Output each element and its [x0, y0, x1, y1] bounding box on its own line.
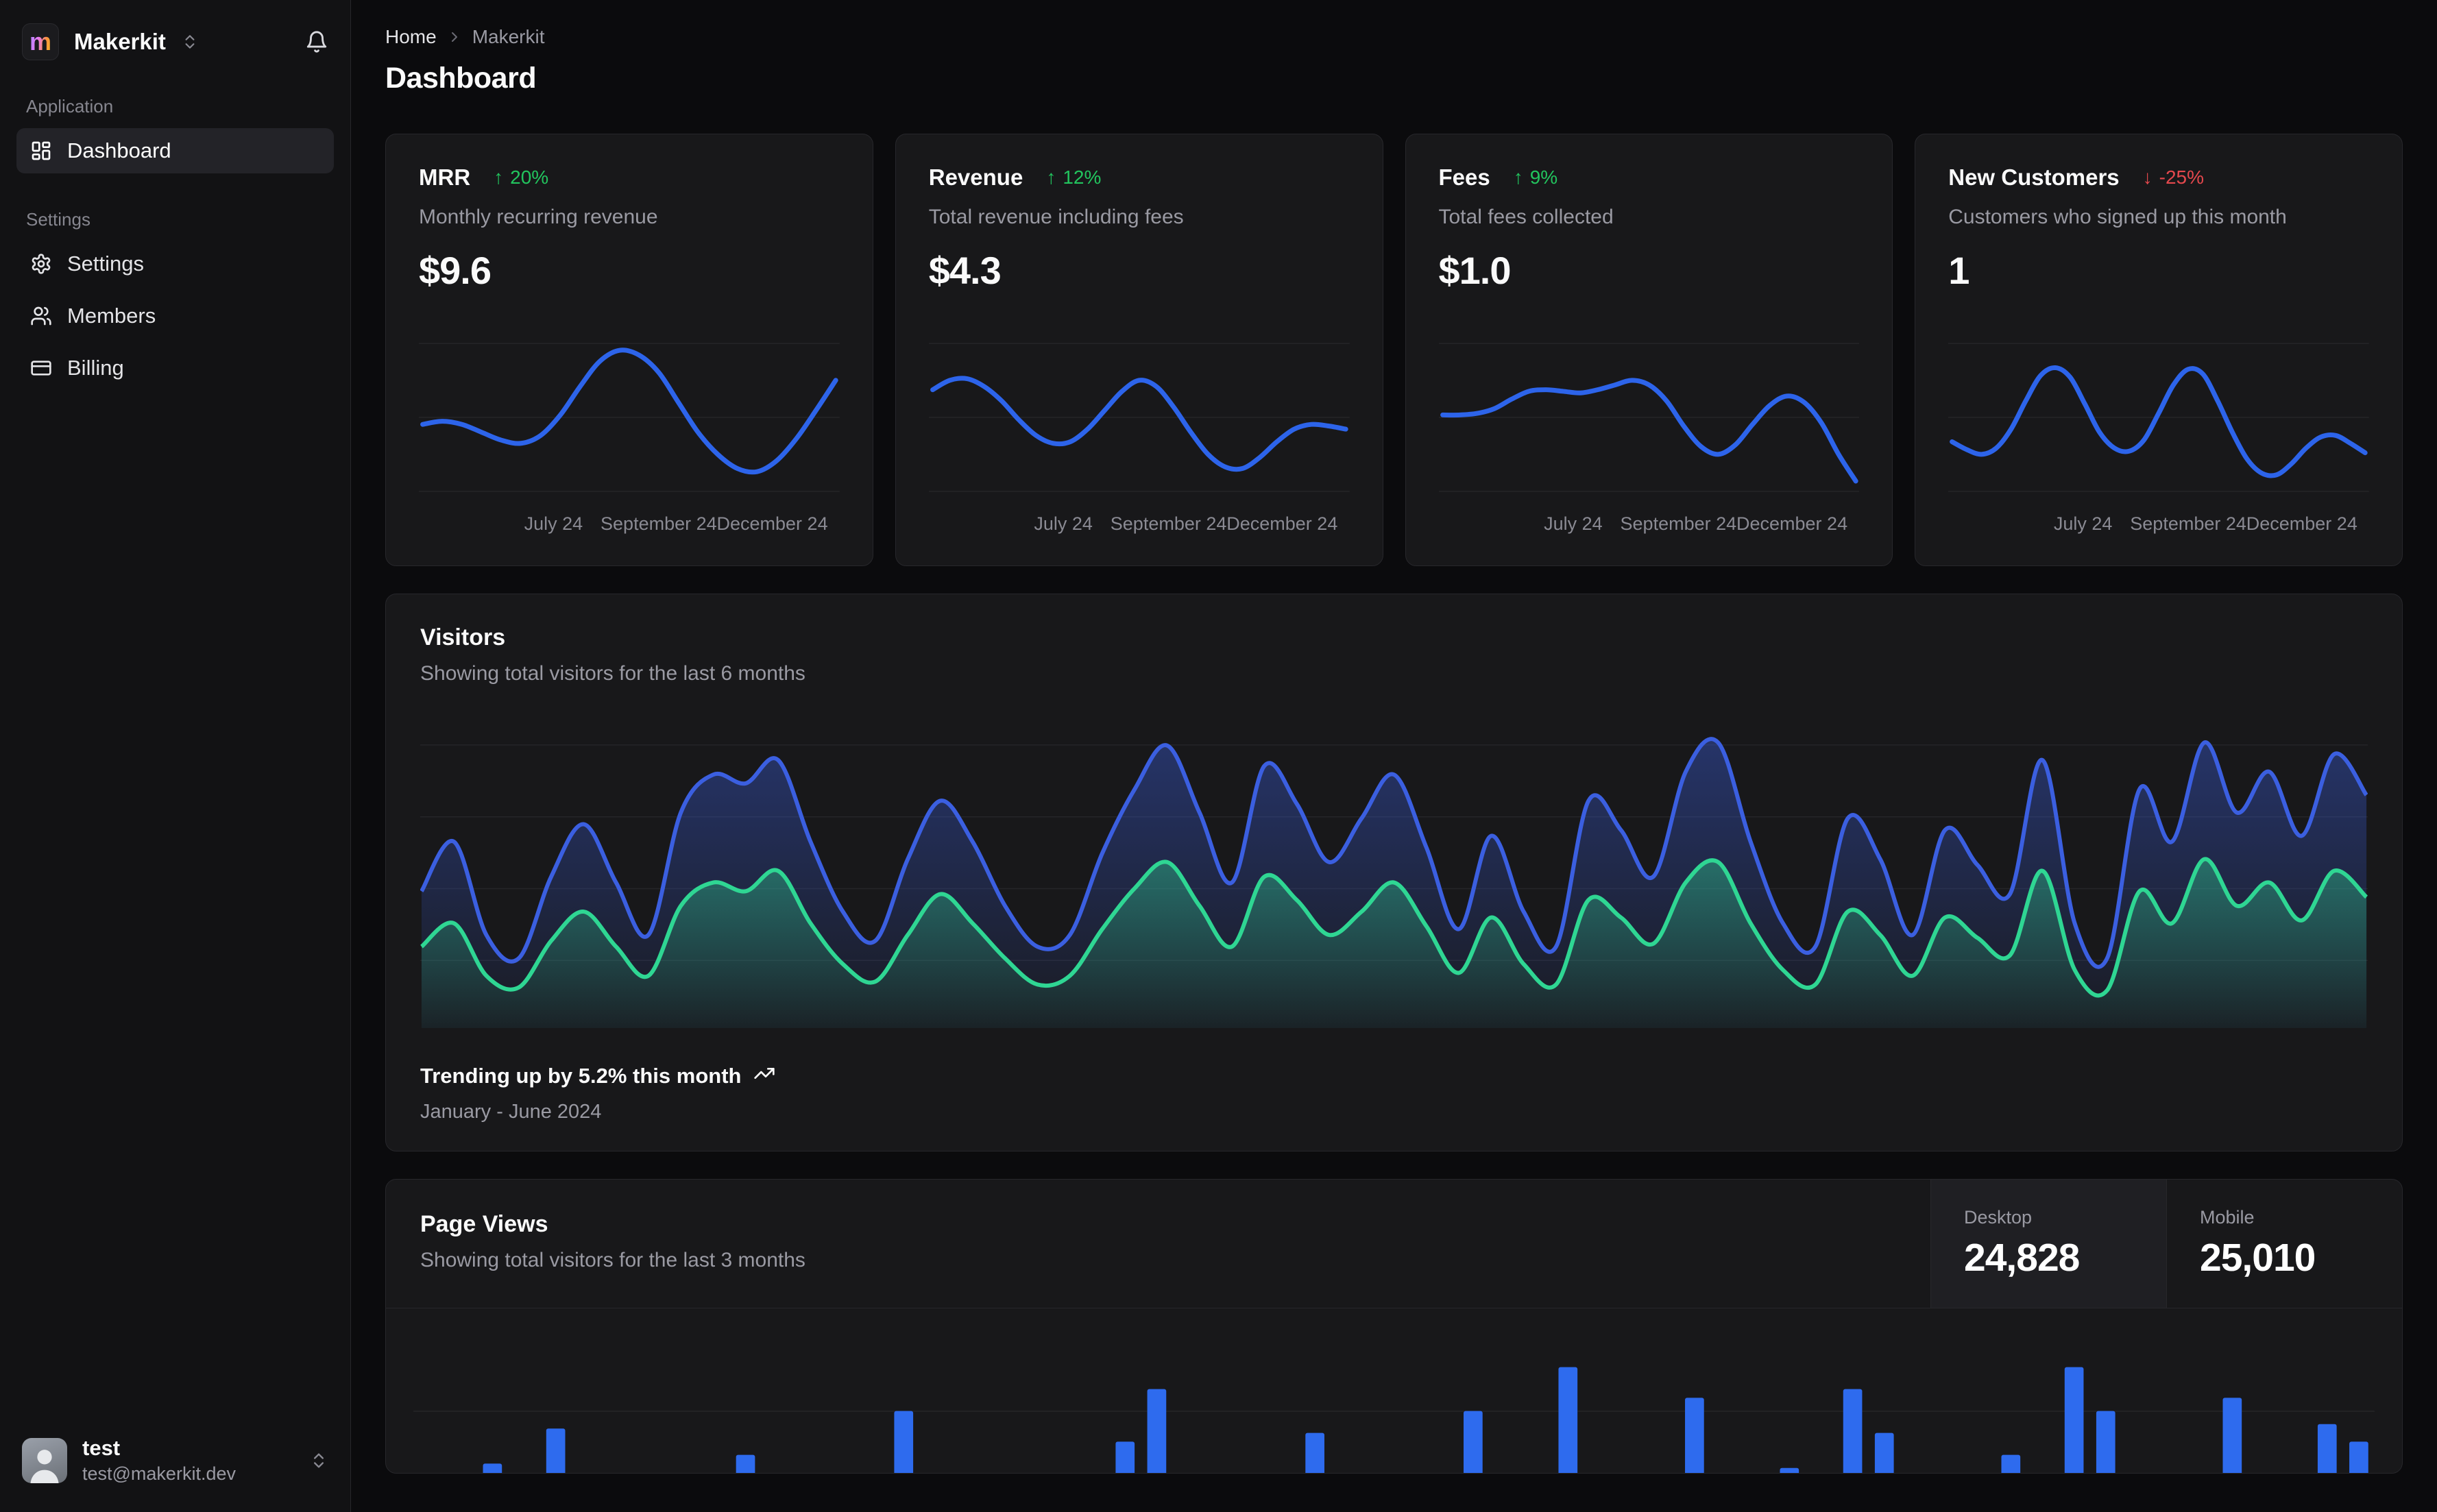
trending-up-icon [753, 1062, 775, 1090]
trend-badge: ↑ 20% [494, 167, 548, 188]
mobile-value: 25,010 [2200, 1236, 2316, 1280]
stat-card-mrr: MRR ↑ 20% Monthly recurring revenue $9.6… [385, 134, 873, 566]
visitors-period: January - June 2024 [420, 1101, 602, 1123]
x-tick: September 24 [601, 513, 717, 534]
workspace-header: m Makerkit [16, 19, 334, 67]
user-name: test [82, 1436, 121, 1461]
bell-icon[interactable] [305, 30, 328, 53]
section-label-application: Application [26, 96, 114, 117]
sidebar-item-billing[interactable]: Billing [16, 345, 334, 391]
x-tick: December 24 [1736, 513, 1848, 534]
trend-badge: ↑ 12% [1046, 167, 1101, 188]
stat-title: New Customers [1948, 164, 2120, 190]
page-views-bar-chart [386, 1308, 2402, 1473]
stat-card-fees: Fees ↑ 9% Total fees collected $1.0 July… [1405, 134, 1893, 566]
trend-value: 12% [1063, 167, 1102, 188]
trend-value: 9% [1529, 167, 1558, 188]
stat-title: Revenue [928, 164, 1023, 190]
user-info: test test@makerkit.dev [82, 1435, 236, 1486]
page-views-card: Page Views Showing total visitors for th… [385, 1179, 2403, 1474]
breadcrumb: Home Makerkit [385, 26, 2403, 48]
stat-subtitle: Customers who signed up this month [1948, 206, 2287, 228]
visitors-card: Visitors Showing total visitors for the … [385, 594, 2403, 1151]
x-tick: July 24 [1544, 513, 1603, 534]
chevrons-up-down-icon[interactable] [181, 33, 199, 51]
sidebar-item-label: Billing [67, 356, 124, 380]
makerkit-logo[interactable]: m [22, 23, 59, 60]
trend-down-arrow-icon: ↓ [2142, 167, 2153, 188]
user-avatar [22, 1438, 67, 1484]
stat-value: $1.0 [1438, 249, 1512, 292]
x-axis-tick-labels: July 24 September 24 December 24 [1948, 513, 2369, 545]
page-views-desktop-toggle[interactable]: Desktop 24,828 [1930, 1180, 2166, 1308]
revenue-sparkline-chart [929, 331, 1350, 504]
x-tick: July 24 [1034, 513, 1093, 534]
sidebar-item-dashboard[interactable]: Dashboard [16, 128, 334, 173]
main-content: Home Makerkit Dashboard MRR ↑ 20% Monthl… [351, 0, 2437, 1512]
x-axis-tick-labels: July 24 September 24 December 24 [419, 513, 840, 545]
visitors-subtitle: Showing total visitors for the last 6 mo… [420, 662, 805, 685]
trend-value: -25% [2159, 167, 2205, 188]
x-tick: July 24 [524, 513, 583, 534]
x-tick: December 24 [2246, 513, 2357, 534]
credit-card-icon [30, 357, 52, 379]
trend-up-arrow-icon: ↑ [494, 167, 504, 188]
x-tick: December 24 [1226, 513, 1338, 534]
logo-letter: m [29, 27, 51, 56]
gear-icon [30, 253, 52, 275]
stat-subtitle: Total fees collected [1438, 206, 1614, 228]
chevron-right-icon [446, 29, 463, 45]
stat-title: Fees [1438, 164, 1490, 190]
page-title: Dashboard [385, 62, 537, 95]
stat-value: 1 [1948, 249, 1969, 292]
user-email: test@makerkit.dev [82, 1463, 236, 1484]
chevrons-up-down-icon [309, 1451, 328, 1470]
x-tick: September 24 [1620, 513, 1737, 534]
trend-badge: ↑ 9% [1514, 167, 1557, 188]
users-icon [30, 305, 52, 327]
visitors-trend-text: Trending up by 5.2% this month [420, 1064, 742, 1088]
page-views-title: Page Views [420, 1211, 548, 1237]
stat-cards-row: MRR ↑ 20% Monthly recurring revenue $9.6… [385, 134, 2403, 566]
x-tick: September 24 [2130, 513, 2246, 534]
sidebar-item-label: Settings [67, 252, 145, 276]
trend-badge: ↓ -25% [2143, 167, 2204, 188]
stat-card-revenue: Revenue ↑ 12% Total revenue including fe… [895, 134, 1383, 566]
layout-dashboard-icon [30, 140, 52, 162]
stat-card-new-customers: New Customers ↓ -25% Customers who signe… [1915, 134, 2403, 566]
stat-subtitle: Monthly recurring revenue [419, 206, 658, 228]
page-views-subtitle: Showing total visitors for the last 3 mo… [420, 1249, 805, 1271]
trend-up-arrow-icon: ↑ [1046, 167, 1056, 188]
desktop-value: 24,828 [1964, 1236, 2080, 1280]
workspace-name[interactable]: Makerkit [74, 29, 166, 54]
mobile-label: Mobile [2200, 1207, 2255, 1228]
sidebar-item-members[interactable]: Members [16, 293, 334, 339]
new-customers-sparkline-chart [1948, 331, 2369, 504]
section-label-settings: Settings [26, 209, 90, 230]
visitors-area-chart [386, 721, 2402, 1031]
trend-up-arrow-icon: ↑ [1513, 167, 1523, 188]
x-axis-tick-labels: July 24 September 24 December 24 [1439, 513, 1860, 545]
stat-title: MRR [419, 164, 471, 190]
visitors-title: Visitors [420, 624, 506, 650]
stat-value: $4.3 [928, 249, 1002, 292]
breadcrumb-current: Makerkit [472, 26, 545, 47]
x-tick: September 24 [1110, 513, 1227, 534]
sidebar-item-settings[interactable]: Settings [16, 241, 334, 286]
page-views-mobile-toggle[interactable]: Mobile 25,010 [2166, 1180, 2402, 1308]
fees-sparkline-chart [1439, 331, 1860, 504]
mrr-sparkline-chart [419, 331, 840, 504]
x-axis-tick-labels: July 24 September 24 December 24 [929, 513, 1350, 545]
x-tick: July 24 [2053, 513, 2113, 534]
user-menu[interactable]: test test@makerkit.dev [16, 1426, 334, 1496]
stat-value: $9.6 [419, 249, 492, 292]
sidebar: m Makerkit Application Dashboard Setting… [0, 0, 351, 1512]
sidebar-item-label: Members [67, 304, 156, 328]
breadcrumb-home-link[interactable]: Home [385, 26, 437, 47]
sidebar-item-label: Dashboard [67, 138, 171, 162]
x-tick: December 24 [716, 513, 828, 534]
trend-value: 20% [510, 167, 549, 188]
desktop-label: Desktop [1964, 1207, 2033, 1228]
stat-subtitle: Total revenue including fees [928, 206, 1184, 228]
